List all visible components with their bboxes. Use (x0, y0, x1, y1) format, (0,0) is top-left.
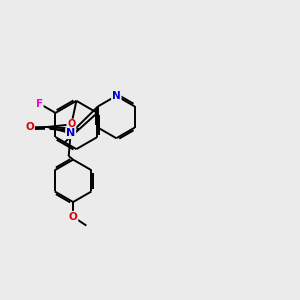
Text: N: N (66, 128, 75, 138)
Text: O: O (69, 212, 77, 222)
Text: O: O (67, 119, 76, 129)
Text: O: O (25, 122, 34, 132)
Text: F: F (36, 99, 43, 110)
Text: N: N (112, 91, 121, 101)
